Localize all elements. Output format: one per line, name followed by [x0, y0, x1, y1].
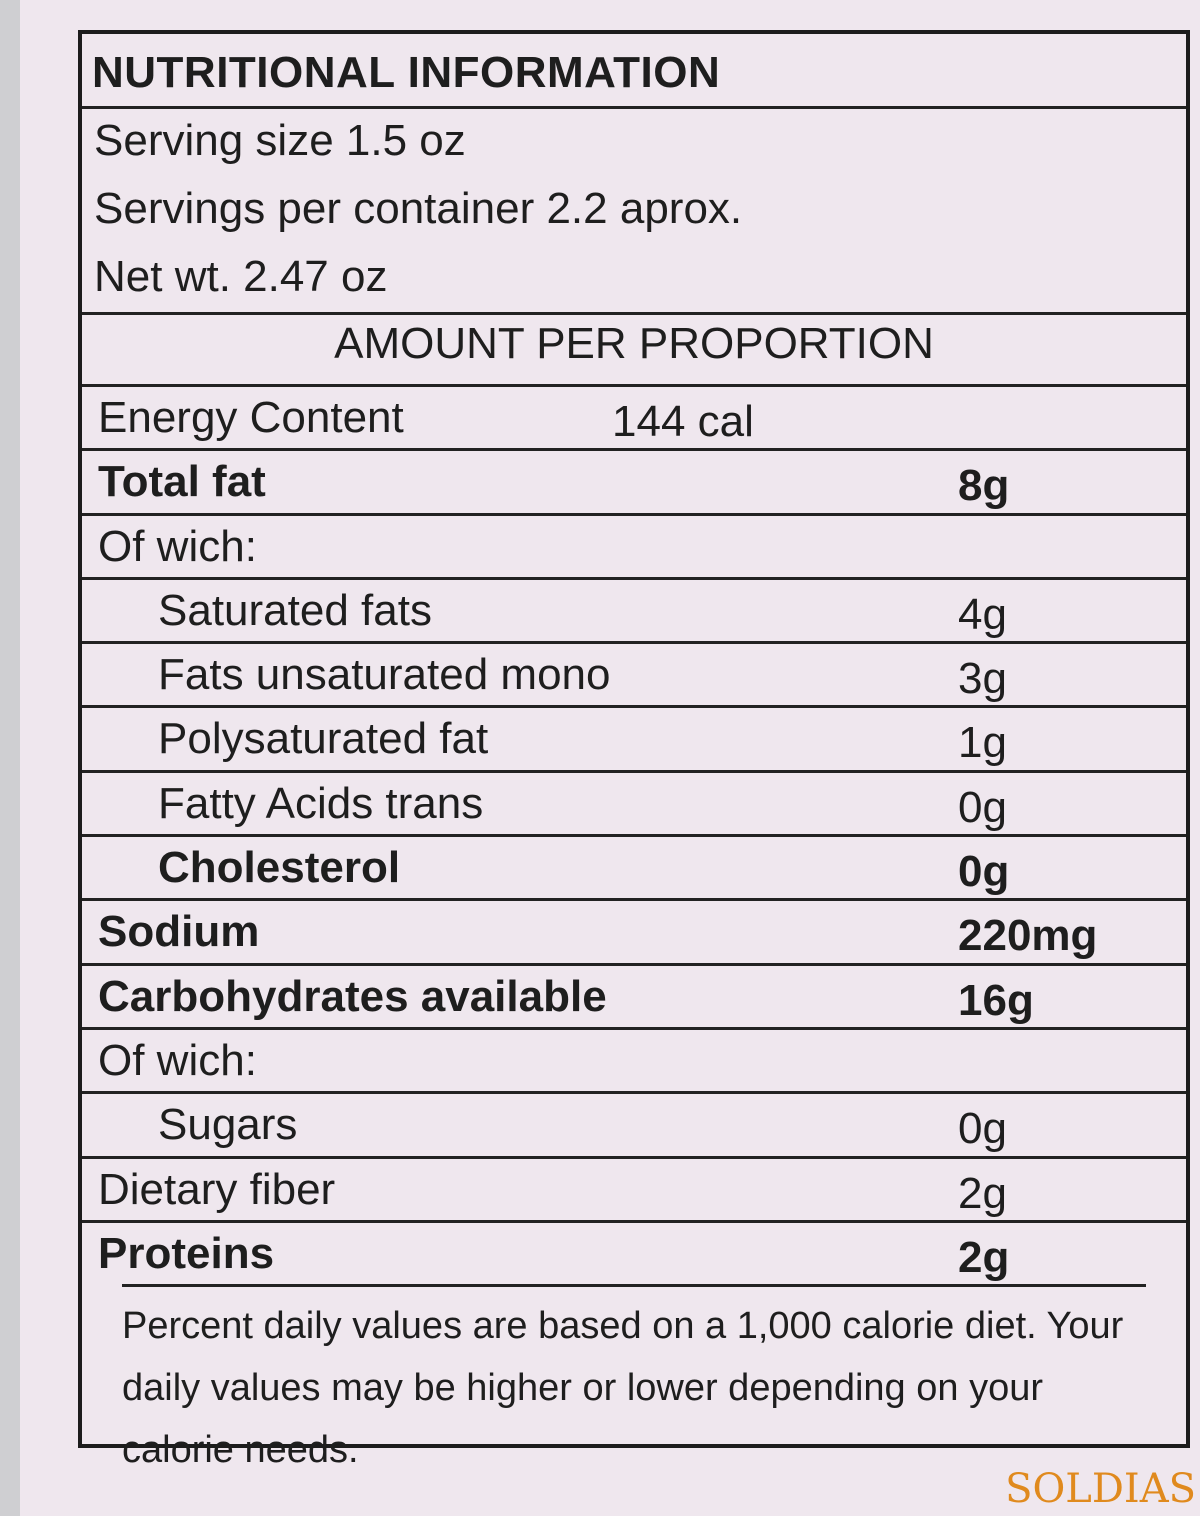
serving-size: Serving size 1.5 oz — [94, 116, 466, 165]
nutrient-value: 1g — [958, 718, 1007, 768]
nutrient-row: Fatty Acids trans 0g — [82, 769, 1186, 834]
nutrient-value: 144 cal — [612, 397, 754, 446]
nutrient-name: Energy Content — [98, 393, 404, 442]
nutrient-name: Of wich: — [98, 1035, 257, 1085]
footnote: Percent daily values are based on a 1,00… — [122, 1284, 1146, 1481]
nutrient-row: Polysaturated fat 1g — [82, 705, 1186, 769]
label-background: NUTRITIONAL INFORMATION Serving size 1.5… — [20, 0, 1200, 1516]
nutrient-name: Fats unsaturated mono — [158, 650, 611, 700]
divider — [82, 312, 1186, 315]
nutrient-row: Dietary fiber 2g — [82, 1155, 1186, 1220]
nutrient-value: 0g — [958, 782, 1007, 832]
nutrient-name: Sodium — [98, 907, 260, 957]
nutrient-row: Carbohydrates available 16g — [82, 962, 1186, 1027]
nutrient-row: Of wich: — [82, 512, 1186, 577]
nutrient-row: Energy Content 144 cal — [82, 384, 1186, 448]
nutrient-value: 16g — [958, 975, 1034, 1025]
nutrition-label: NUTRITIONAL INFORMATION Serving size 1.5… — [78, 30, 1190, 1471]
nutrient-row: Of wich: — [82, 1026, 1186, 1091]
nutrient-name: Cholesterol — [158, 843, 401, 893]
nutrient-value: 220mg — [958, 911, 1098, 961]
net-weight: Net wt. 2.47 oz — [94, 252, 388, 301]
nutrient-row: Fats unsaturated mono 3g — [82, 641, 1186, 705]
servings-per-container: Servings per container 2.2 aprox. — [94, 184, 743, 233]
nutrient-name: Of wich: — [98, 521, 257, 571]
nutrient-value: 8g — [958, 461, 1010, 511]
nutrient-value: 2g — [958, 1232, 1010, 1282]
nutrient-row: Cholesterol 0g — [82, 834, 1186, 898]
nutrient-name: Proteins — [98, 1228, 275, 1278]
nutrient-name: Fatty Acids trans — [158, 778, 484, 828]
nutrient-name: Saturated fats — [158, 585, 432, 635]
nutrient-value: 0g — [958, 1104, 1007, 1154]
nutrient-name: Polysaturated fat — [158, 714, 489, 764]
nutrient-row: Saturated fats 4g — [82, 576, 1186, 641]
nutrient-row: Sugars 0g — [82, 1091, 1186, 1155]
nutrient-row: Total fat 8g — [82, 448, 1186, 512]
nutrient-name: Total fat — [98, 457, 266, 507]
amount-header: AMOUNT PER PROPORTION — [334, 319, 934, 368]
nutrient-value: 4g — [958, 589, 1007, 639]
title: NUTRITIONAL INFORMATION — [92, 48, 721, 97]
nutrient-name: Carbohydrates available — [98, 971, 607, 1021]
nutrient-value: 2g — [958, 1168, 1007, 1218]
nutrient-name: Dietary fiber — [98, 1164, 336, 1214]
nutrient-row: Sodium 220mg — [82, 898, 1186, 962]
nutrient-value: 3g — [958, 654, 1007, 704]
logo: SOLDIAS — [1005, 1466, 1196, 1512]
nutrient-name: Sugars — [158, 1100, 298, 1150]
nutrient-table: Energy Content 144 cal Total fat 8g Of wich:… — [82, 384, 1186, 1284]
nutrient-row: Proteins 2g — [82, 1219, 1186, 1284]
nutrient-value: 0g — [958, 847, 1010, 897]
divider — [82, 106, 1186, 109]
